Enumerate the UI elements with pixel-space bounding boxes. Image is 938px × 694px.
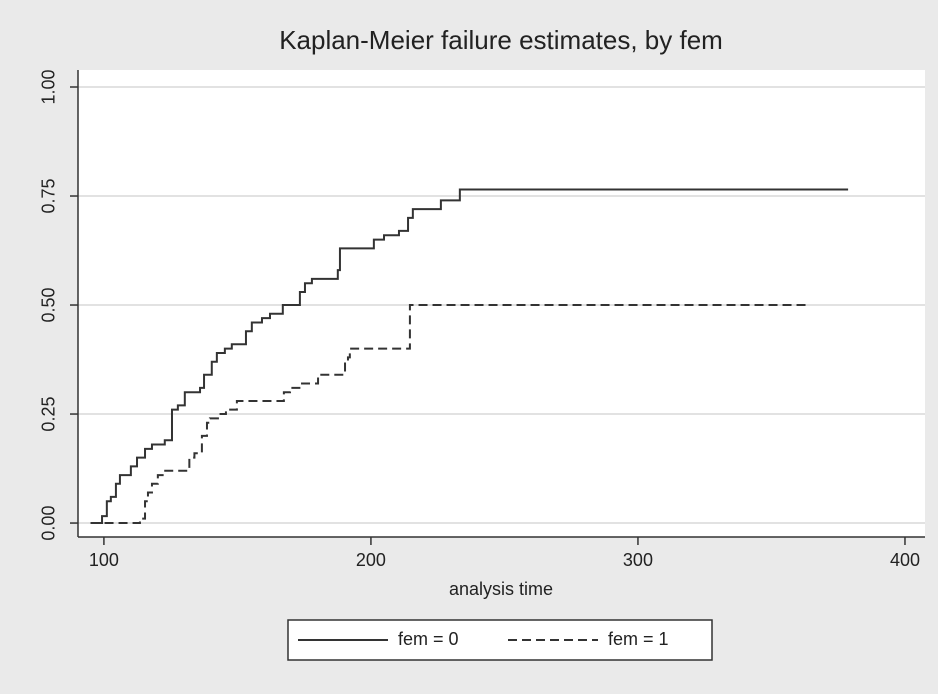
x-axis-label: analysis time bbox=[449, 579, 553, 599]
km-curve bbox=[90, 188, 849, 525]
plot-area bbox=[78, 70, 925, 537]
chart-title: Kaplan-Meier failure estimates, by fem bbox=[279, 25, 723, 55]
x-tick-label: 200 bbox=[356, 550, 386, 570]
x-tick-label: 400 bbox=[890, 550, 920, 570]
y-tick-label: 0.00 bbox=[39, 506, 59, 541]
y-tick-label: 1.00 bbox=[39, 69, 59, 104]
legend-label: fem = 1 bbox=[608, 629, 669, 649]
y-tick-label: 0.50 bbox=[39, 288, 59, 323]
y-tick-label: 0.25 bbox=[39, 397, 59, 432]
x-tick-label: 100 bbox=[89, 550, 119, 570]
legend-label: fem = 0 bbox=[398, 629, 459, 649]
x-tick-label: 300 bbox=[623, 550, 653, 570]
km-curve bbox=[90, 304, 810, 525]
y-tick-label: 0.75 bbox=[39, 178, 59, 213]
